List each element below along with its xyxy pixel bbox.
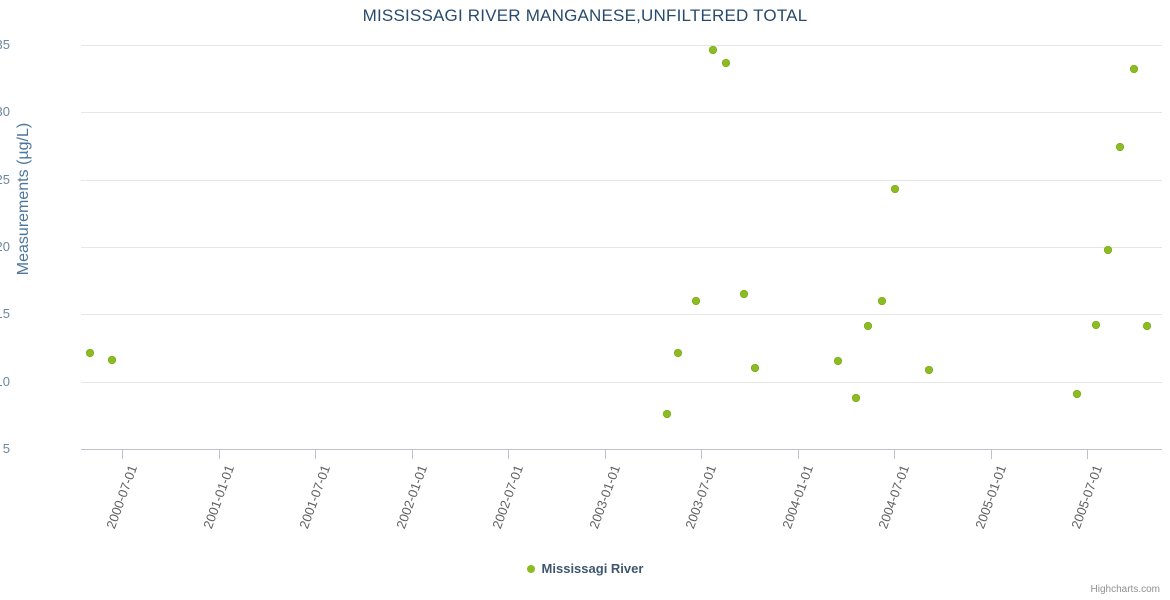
- grid-line: [81, 381, 1162, 383]
- x-tick-mark: [411, 450, 413, 459]
- data-point[interactable]: [740, 290, 749, 299]
- x-tick-label: 2000-07-01: [102, 463, 140, 531]
- credits-link[interactable]: Highcharts.com: [1090, 584, 1160, 595]
- data-point[interactable]: [1116, 143, 1125, 152]
- x-tick-label: 2003-01-01: [586, 463, 623, 531]
- data-point[interactable]: [924, 365, 933, 374]
- grid-line: [81, 179, 1162, 181]
- y-tick-label: 20: [0, 239, 10, 254]
- data-point[interactable]: [851, 393, 860, 402]
- data-point[interactable]: [890, 185, 899, 194]
- y-tick-label: 30: [0, 104, 10, 120]
- data-point[interactable]: [834, 357, 843, 366]
- legend-item-label: Mississagi River: [541, 561, 644, 576]
- grid-line: [81, 45, 1162, 46]
- legend-item-mississagi-river[interactable]: Mississagi River: [526, 561, 644, 576]
- data-point[interactable]: [1142, 322, 1151, 331]
- data-point[interactable]: [107, 356, 116, 365]
- x-tick-label: 2001-01-01: [200, 463, 238, 531]
- data-point[interactable]: [1072, 389, 1081, 398]
- data-point[interactable]: [1104, 245, 1113, 254]
- x-tick-mark: [604, 450, 606, 459]
- plot-area: [81, 45, 1162, 450]
- data-point[interactable]: [877, 297, 886, 306]
- x-tick-mark: [893, 450, 895, 459]
- x-tick-label: 2001-07-01: [295, 463, 333, 531]
- x-tick-mark: [991, 450, 993, 459]
- grid-line: [81, 247, 1162, 248]
- data-point[interactable]: [721, 58, 730, 67]
- chart-title: MISSISSAGI RIVER MANGANESE,UNFILTERED TO…: [362, 6, 808, 25]
- x-tick-label: 2004-01-01: [779, 463, 816, 531]
- data-point[interactable]: [750, 364, 759, 373]
- x-tick-label: 2003-07-01: [681, 463, 719, 531]
- x-tick-mark: [700, 450, 702, 459]
- x-tick-mark: [121, 450, 123, 459]
- grid-line: [81, 112, 1162, 114]
- y-tick-label: 10: [0, 373, 10, 389]
- data-point[interactable]: [674, 349, 683, 358]
- x-axis-line: [81, 449, 1162, 450]
- y-tick-label: 5: [2, 441, 10, 456]
- x-tick-mark: [314, 450, 316, 459]
- x-tick-label: 2005-01-01: [972, 463, 1010, 531]
- x-tick-label: 2005-07-01: [1068, 463, 1106, 531]
- data-point[interactable]: [863, 322, 872, 331]
- chart-legend: Mississagi River: [0, 561, 1170, 576]
- x-tick-mark: [218, 450, 220, 459]
- x-tick-mark: [507, 450, 509, 459]
- x-tick-label: 2002-07-01: [488, 463, 526, 531]
- y-tick-label: 25: [0, 171, 10, 187]
- x-tick-label: 2004-07-01: [875, 463, 913, 531]
- data-point[interactable]: [1129, 65, 1138, 74]
- grid-line: [81, 314, 1162, 316]
- legend-marker-icon: [526, 564, 535, 573]
- x-tick-mark: [1086, 450, 1088, 459]
- data-point[interactable]: [85, 349, 94, 358]
- data-point[interactable]: [662, 409, 671, 418]
- data-point[interactable]: [709, 46, 718, 55]
- data-point[interactable]: [1091, 321, 1100, 330]
- y-tick-label: 35: [0, 37, 10, 52]
- x-tick-mark: [797, 450, 799, 459]
- y-tick-label: 15: [0, 306, 10, 322]
- data-point[interactable]: [691, 296, 700, 305]
- x-tick-label: 2002-01-01: [393, 463, 431, 531]
- y-axis-title: Measurements (µg/L): [15, 122, 32, 276]
